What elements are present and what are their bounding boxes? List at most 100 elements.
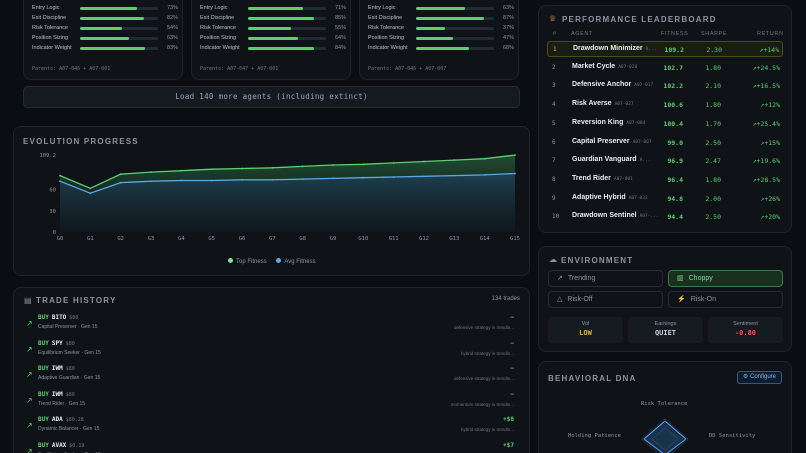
trade-pnl: —	[510, 314, 514, 321]
leaderboard-row[interactable]: 7 Guardian Vanguard A... 96.9 2.47 ↗+19.6%	[547, 153, 783, 169]
avg-fitness-point[interactable]	[59, 180, 61, 183]
legend-avg-fitness[interactable]: Avg Fitness	[276, 258, 316, 265]
sharpe-value: 2.47	[705, 157, 721, 166]
leaderboard-row[interactable]: 4 Risk Averse A07-027 100.6 1.80 ↗+12%	[547, 97, 783, 113]
avg-fitness-point[interactable]	[150, 180, 152, 183]
leaderboard-row[interactable]: 3 Defensive Anchor A07-017 102.2 2.10 ↗+16.5%	[547, 78, 783, 94]
top-fitness-point[interactable]	[150, 171, 152, 173]
return-value: ↗+15%	[760, 139, 780, 147]
trait-bar	[248, 7, 326, 10]
load-more-button[interactable]: Load 140 more agents (including extinct)	[23, 86, 520, 108]
avg-fitness-point[interactable]	[483, 173, 486, 176]
agent-card[interactable]: Entry Logic 71% Exit Discipline 85% Risk Tol…	[191, 0, 351, 80]
trade-action: BUY IWM $80	[38, 391, 75, 398]
top-fitness-point[interactable]	[180, 169, 183, 172]
trade-row[interactable]: ↗ BUY IWM $80 Adaptive Guardian · Gen 15 — def…	[24, 364, 516, 388]
stat-label: Vol	[581, 321, 590, 327]
top-fitness-point[interactable]	[119, 173, 122, 176]
top-fitness-point[interactable]	[241, 167, 243, 170]
col-sharpe: SHARPE	[701, 31, 728, 37]
leaderboard-row[interactable]: 6 Capital Preserver A07-007 99.0 2.50 ↗+15%	[547, 135, 783, 151]
trade-row[interactable]: ↗ BUY SPY $80 Equilibrium Seeker · Gen 15 — hy…	[24, 339, 516, 363]
leaderboard-row[interactable]: 8 Trend Rider A07-001 96.4 1.80 ↗+28.5%	[547, 172, 783, 188]
avg-fitness-point[interactable]	[453, 174, 456, 177]
trait-bar	[80, 27, 158, 30]
trade-row[interactable]: ↗ BUY IWM $80 Trend Rider · Gen 15 — momentum …	[24, 390, 516, 414]
leaderboard-row[interactable]: 9 Adaptive Hybrid A07-032 94.8 2.00 ↗+26%	[547, 191, 783, 207]
trait-row: Exit Discipline 85%	[200, 14, 346, 24]
fitness-value: 99.0	[667, 138, 683, 147]
top-fitness-point[interactable]	[392, 161, 395, 164]
top-fitness-point[interactable]	[271, 166, 274, 169]
trait-bar-fill	[248, 7, 304, 10]
trait-bar-fill	[416, 37, 453, 40]
y-tick-label: 0	[53, 230, 56, 236]
trait-label: Entry Logic	[200, 5, 228, 11]
regime-choppy-button[interactable]: ▥ Choppy	[668, 270, 783, 287]
avg-fitness-point[interactable]	[392, 176, 395, 178]
x-tick-label: G8	[299, 236, 306, 242]
avg-fitness-point[interactable]	[119, 181, 122, 184]
trade-row[interactable]: ↗ BUY BITO $80 Capital Preserver · Gen 15 — de…	[24, 313, 516, 337]
agent-name-text: Guardian Vanguard	[572, 156, 637, 164]
trade-symbol: ADA	[51, 416, 63, 423]
leaderboard-row[interactable]: 2 Market Cycle A07-028 102.7 1.80 ↗+24.5%	[547, 60, 783, 76]
agent-card[interactable]: Entry Logic 63% Exit Discipline 87% Risk Tol…	[359, 0, 519, 80]
col-rank: #	[553, 31, 557, 37]
leaderboard-row[interactable]: 5 Reversion King A07-004 100.4 1.70 ↗+25.4%	[547, 116, 783, 132]
avg-fitness-point[interactable]	[423, 175, 425, 178]
agent-card[interactable]: Entry Logic 73% Exit Discipline 82% Risk Tol…	[23, 0, 183, 80]
trait-value: 55%	[334, 25, 346, 31]
top-fitness-point[interactable]	[483, 157, 486, 160]
top-fitness-point[interactable]	[59, 174, 61, 177]
avg-fitness-point[interactable]	[301, 178, 304, 181]
x-tick-label: G2	[117, 236, 124, 242]
dna-radar	[641, 418, 689, 453]
agent-id: A07-...	[639, 214, 659, 220]
regime-label: Trending	[567, 275, 596, 282]
avg-fitness-point[interactable]	[180, 179, 183, 182]
trending-up-icon: ↗	[557, 275, 563, 282]
top-fitness-point[interactable]	[301, 165, 304, 168]
trade-row[interactable]: ↗ BUY ADA $80.28 Dynamic Balancer · Gen 15 +$…	[24, 415, 516, 439]
trait-row: Indicator Weight 83%	[32, 44, 178, 54]
agent-name: Market Cycle A07-028	[572, 63, 637, 70]
top-fitness-point[interactable]	[89, 187, 92, 190]
avg-fitness-point[interactable]	[362, 176, 365, 179]
trade-price: $80	[65, 366, 75, 372]
trait-label: Indicator Weight	[368, 45, 408, 51]
regime-risk-on-button[interactable]: ⚡ Risk-On	[668, 291, 783, 308]
trend-up-icon: ↗	[759, 46, 764, 54]
avg-fitness-point[interactable]	[210, 179, 213, 182]
return-text: +26%	[764, 194, 780, 203]
trait-value: 73%	[166, 5, 178, 11]
top-fitness-point[interactable]	[210, 168, 213, 171]
x-tick-label: G6	[239, 236, 246, 242]
top-fitness-point[interactable]	[453, 159, 456, 161]
top-fitness-point[interactable]	[514, 154, 516, 157]
x-tick-label: G12	[419, 236, 429, 242]
trait-bar-fill	[248, 17, 315, 20]
top-fitness-point[interactable]	[423, 160, 425, 163]
panel-title: ENVIRONMENT	[561, 256, 634, 265]
avg-fitness-point[interactable]	[271, 178, 274, 181]
regime-trending-button[interactable]: ↗ Trending	[548, 270, 663, 287]
avg-fitness-point[interactable]	[89, 192, 92, 195]
trait-label: Exit Discipline	[200, 15, 235, 21]
configure-button[interactable]: ⚙ Configure	[736, 371, 782, 384]
legend-top-fitness[interactable]: Top Fitness	[228, 258, 267, 265]
regime-risk-off-button[interactable]: △ Risk-Off	[548, 291, 663, 308]
avg-fitness-point[interactable]	[241, 178, 243, 181]
trait-row: Position Sizing 64%	[200, 34, 346, 44]
top-fitness-point[interactable]	[362, 163, 365, 166]
avg-fitness-point[interactable]	[514, 172, 516, 175]
trait-bar	[80, 7, 158, 10]
trend-up-icon: ↗	[26, 319, 33, 328]
top-fitness-point[interactable]	[332, 164, 334, 166]
trade-action: BUY SPY $80	[38, 340, 75, 347]
leaderboard-row[interactable]: 1 Drawdown Minimizer A... 109.2 2.30 ↗+14%	[547, 41, 783, 57]
leaderboard-row[interactable]: 10 Drawdown Sentinel A07-... 94.4 2.50 ↗+20%	[547, 209, 783, 225]
cloud-icon: ☁	[549, 255, 557, 264]
avg-fitness-point[interactable]	[332, 177, 334, 180]
